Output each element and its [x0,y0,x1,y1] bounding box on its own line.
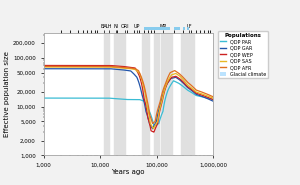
Bar [154,33,159,155]
Bar [183,27,185,30]
Bar [104,33,109,155]
Bar [161,33,172,155]
Bar [173,27,180,30]
Legend: QDP PAR, QDP GAR, QDP WEP, QDP SAS, QDP AFR, Glacial climate: QDP PAR, QDP GAR, QDP WEP, QDP SAS, QDP … [218,31,268,78]
Bar [187,27,189,30]
Y-axis label: Effective population size: Effective population size [4,51,10,137]
Bar [114,33,125,155]
Bar [144,27,170,30]
Bar [181,33,194,155]
Bar [142,33,149,155]
X-axis label: Years ago: Years ago [112,169,145,175]
